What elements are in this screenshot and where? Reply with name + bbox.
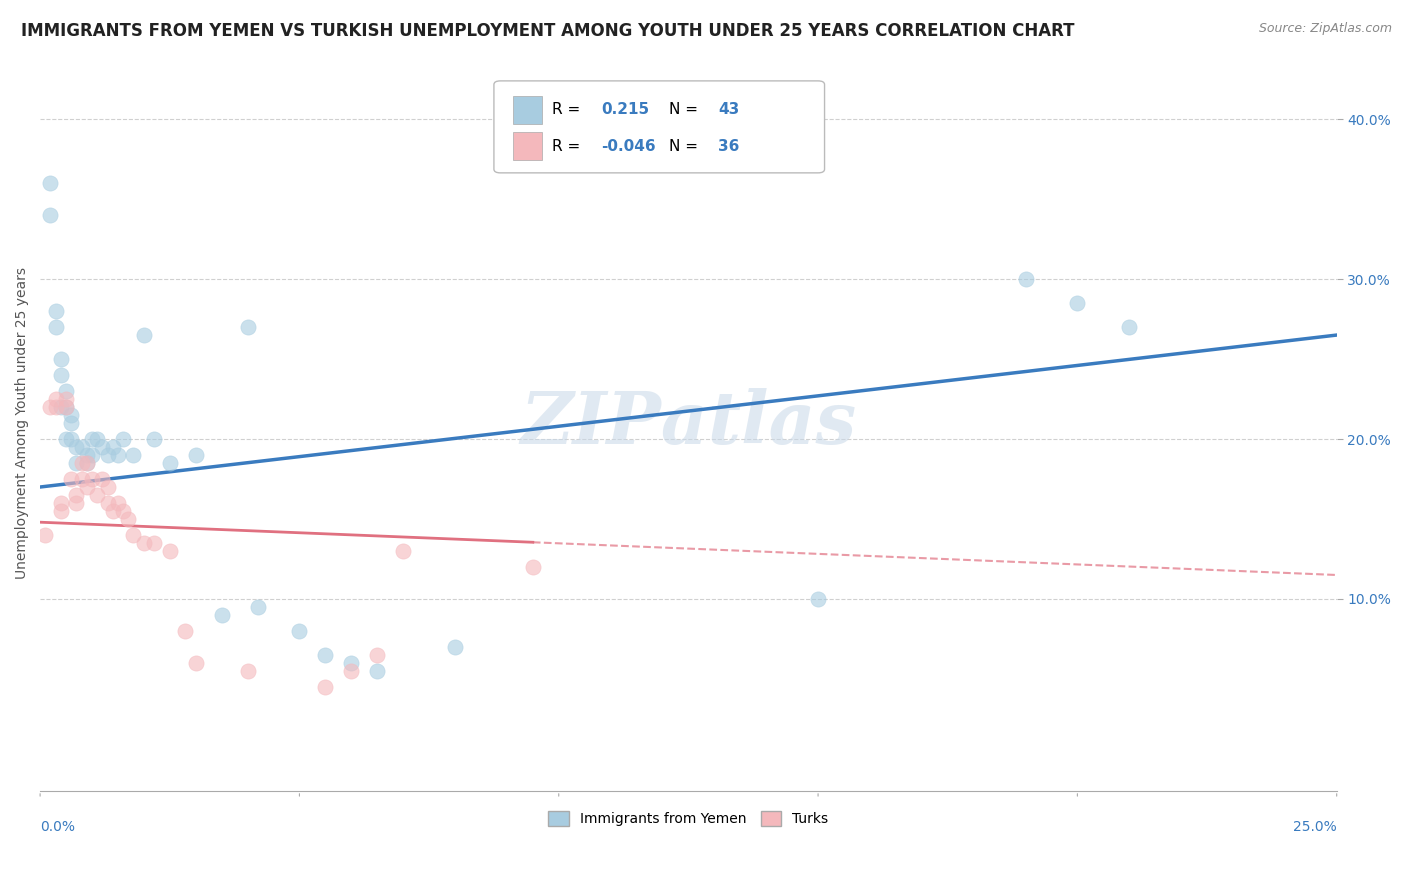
Point (236, 320, 259, 334)
Text: IMMIGRANTS FROM YEMEN VS TURKISH UNEMPLOYMENT AMONG YOUTH UNDER 25 YEARS CORRELA: IMMIGRANTS FROM YEMEN VS TURKISH UNEMPLO… (21, 22, 1074, 40)
Text: -0.046: -0.046 (602, 139, 657, 154)
Point (366, 648, 388, 662)
Point (314, 648, 336, 662)
Point (184, 448, 207, 462)
Point (80, 472, 103, 486)
Text: N =: N = (669, 139, 703, 154)
Point (39, 208, 62, 222)
Point (246, 599, 269, 614)
Point (76, 456, 98, 470)
Point (340, 656, 363, 670)
Point (288, 624, 311, 638)
Point (112, 432, 135, 446)
Point (65, 488, 87, 502)
Point (132, 536, 155, 550)
Point (45, 400, 67, 414)
Point (91, 440, 114, 454)
Point (60, 432, 83, 446)
Point (55, 392, 77, 406)
Point (444, 640, 467, 654)
Point (96, 496, 118, 510)
Point (143, 536, 166, 550)
Legend: Immigrants from Yemen, Turks: Immigrants from Yemen, Turks (543, 805, 834, 832)
Point (49, 368, 72, 382)
Text: 43: 43 (718, 102, 740, 117)
FancyBboxPatch shape (513, 95, 541, 124)
Point (101, 440, 124, 454)
Text: 36: 36 (718, 139, 740, 154)
Point (392, 544, 415, 558)
Point (65, 456, 87, 470)
Point (65, 496, 87, 510)
Point (366, 664, 388, 678)
Point (60, 408, 83, 422)
Point (65, 440, 87, 454)
Point (60, 416, 83, 430)
Point (122, 448, 145, 462)
Point (80, 432, 103, 446)
Point (211, 607, 233, 622)
Point (76, 480, 98, 494)
Point (49, 352, 72, 367)
Point (60, 472, 83, 486)
Point (70, 440, 93, 454)
Point (76, 456, 98, 470)
Point (122, 528, 145, 542)
Point (76, 448, 98, 462)
Point (1118, 320, 1140, 334)
Point (1066, 296, 1088, 310)
Point (143, 432, 166, 446)
Point (184, 656, 207, 670)
Text: R =: R = (553, 102, 585, 117)
Text: N =: N = (669, 102, 703, 117)
Point (55, 400, 77, 414)
Point (340, 664, 363, 678)
Point (39, 400, 62, 414)
Point (49, 504, 72, 518)
Point (522, 560, 544, 574)
Point (96, 480, 118, 494)
Point (39, 176, 62, 190)
FancyBboxPatch shape (494, 81, 824, 173)
Point (49, 400, 72, 414)
Point (70, 472, 93, 486)
Point (132, 328, 155, 343)
Point (314, 680, 336, 694)
Text: Source: ZipAtlas.com: Source: ZipAtlas.com (1258, 22, 1392, 36)
Point (45, 320, 67, 334)
FancyBboxPatch shape (513, 132, 541, 161)
Y-axis label: Unemployment Among Youth under 25 years: Unemployment Among Youth under 25 years (15, 267, 30, 579)
Point (55, 384, 77, 398)
Point (101, 504, 124, 518)
Point (55, 400, 77, 414)
Text: 0.0%: 0.0% (41, 821, 75, 834)
Point (45, 304, 67, 318)
Point (86, 432, 108, 446)
Point (70, 456, 93, 470)
Point (807, 592, 830, 607)
Text: ZIP​atlas: ZIP​atlas (520, 387, 856, 458)
Text: 0.215: 0.215 (602, 102, 650, 117)
Point (55, 432, 77, 446)
Point (112, 504, 135, 518)
Point (236, 664, 259, 678)
Point (49, 496, 72, 510)
Point (91, 472, 114, 486)
Point (80, 448, 103, 462)
Point (1014, 272, 1036, 286)
Point (107, 496, 129, 510)
Point (96, 448, 118, 462)
Point (86, 488, 108, 502)
Point (159, 456, 181, 470)
Point (117, 512, 139, 526)
Point (107, 448, 129, 462)
Text: R =: R = (553, 139, 585, 154)
Point (159, 544, 181, 558)
Text: 25.0%: 25.0% (1294, 821, 1337, 834)
Point (45, 392, 67, 406)
Point (34, 528, 56, 542)
Point (174, 624, 197, 638)
